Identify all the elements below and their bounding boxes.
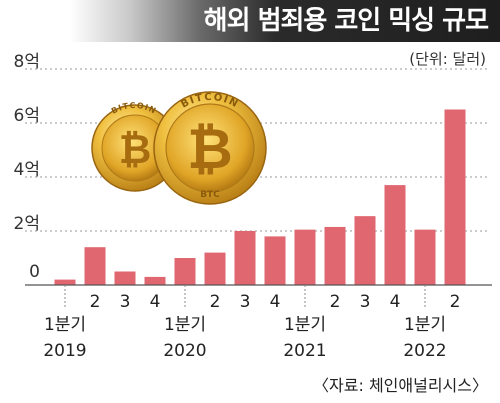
- x-tick-label: 1분기: [44, 315, 86, 335]
- svg-text:₿: ₿: [187, 117, 233, 182]
- source-note: 〈자료: 체인애널리시스〉: [313, 376, 488, 395]
- x-tick-label: 1분기: [164, 315, 206, 335]
- x-tick-label: 2: [450, 292, 461, 312]
- x-year-label: 2022: [403, 341, 446, 361]
- bar: [294, 229, 316, 285]
- x-year-label: 2019: [43, 341, 86, 361]
- bar: [354, 216, 376, 285]
- x-tick-label: 1분기: [404, 315, 446, 335]
- x-tick-label: 4: [390, 292, 401, 312]
- svg-text:₿: ₿: [119, 127, 152, 173]
- y-tick-label: 0: [29, 262, 40, 282]
- y-tick-label: 2억: [14, 214, 40, 234]
- unit-label: (단위: 달러): [409, 50, 486, 68]
- bar: [444, 109, 466, 285]
- y-tick-label: 4억: [14, 160, 40, 180]
- bar: [234, 231, 256, 285]
- x-tick-label: 2: [90, 292, 101, 312]
- bitcoin-coins-icon: ₿ BITCOIN ₿ BITCOIN BTC: [91, 91, 267, 205]
- back-coin-icon: ₿ BITCOIN: [91, 101, 179, 192]
- x-tick-label: 3: [240, 292, 251, 312]
- x-tick-label: 2: [210, 292, 221, 312]
- x-tick-label: 3: [360, 292, 371, 312]
- x-tick-label: 3: [120, 292, 131, 312]
- bar: [414, 229, 436, 285]
- x-year-label: 2020: [163, 341, 206, 361]
- x-year-label: 2021: [283, 341, 326, 361]
- y-tick-label: 8억: [14, 52, 40, 72]
- x-tick-label: 2: [330, 292, 341, 312]
- x-tick-label: 4: [270, 292, 281, 312]
- bar: [264, 236, 286, 285]
- bar: [144, 276, 166, 285]
- bar: [174, 258, 196, 285]
- chart-title: 해외 범죄용 코인 믹싱 규모: [203, 6, 489, 36]
- bar: [84, 247, 106, 285]
- x-tick-label: 4: [150, 292, 161, 312]
- bar: [384, 185, 406, 285]
- header-band: [0, 0, 500, 42]
- bar: [204, 252, 226, 285]
- bar: [54, 279, 76, 285]
- y-tick-label: 6억: [14, 106, 40, 126]
- front-coin-sub: BTC: [200, 190, 220, 200]
- bar: [114, 271, 136, 285]
- bar: [324, 226, 346, 285]
- x-tick-label: 1분기: [284, 315, 326, 335]
- front-coin-icon: ₿ BITCOIN BTC: [153, 91, 267, 205]
